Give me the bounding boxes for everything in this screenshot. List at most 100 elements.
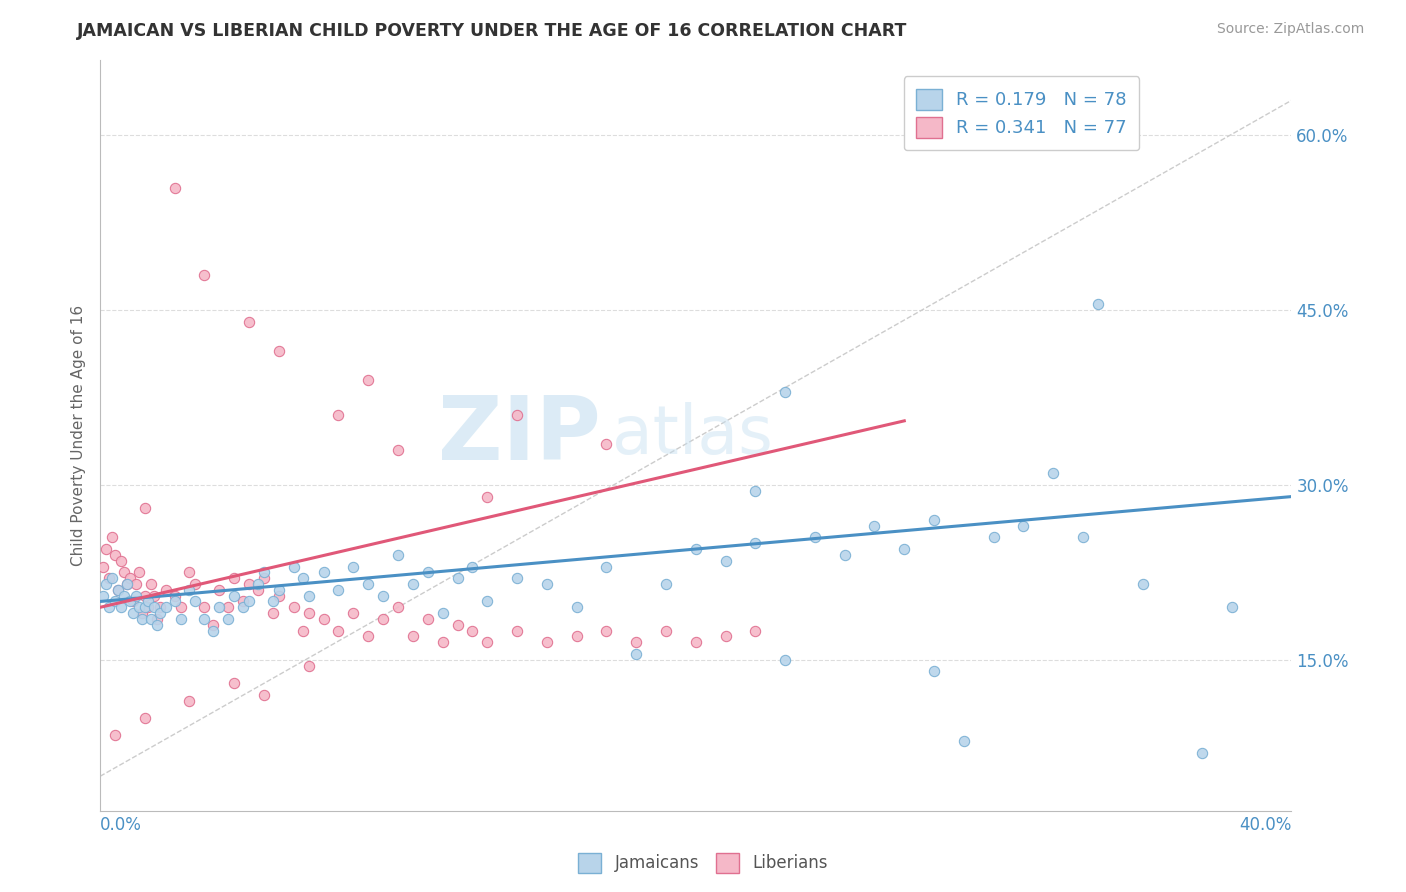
Point [626,635,648,649]
Point [595,437,617,451]
Point [224,589,246,603]
Point [163,594,186,608]
Point [122,606,145,620]
Point [145,612,167,626]
Text: JAMAICAN VS LIBERIAN CHILD POVERTY UNDER THE AGE OF 16 CORRELATION CHART: JAMAICAN VS LIBERIAN CHILD POVERTY UNDER… [77,22,908,40]
Point [193,600,215,615]
Legend: R = 0.179   N = 78, R = 0.341   N = 77: R = 0.179 N = 78, R = 0.341 N = 77 [904,76,1139,151]
Point [773,384,796,399]
Point [506,408,529,422]
Point [149,606,172,620]
Point [193,612,215,626]
Point [387,600,409,615]
Point [118,594,141,608]
Point [328,582,350,597]
Point [1220,600,1243,615]
Point [834,548,856,562]
Point [536,577,558,591]
Point [291,571,314,585]
Point [714,554,737,568]
Text: ZIP: ZIP [437,392,600,479]
Point [655,577,678,591]
Point [104,548,127,562]
Point [595,559,617,574]
Point [246,582,269,597]
Point [232,594,254,608]
Point [371,612,394,626]
Point [371,589,394,603]
Point [136,594,159,608]
Point [283,600,305,615]
Point [125,589,148,603]
Point [1071,530,1094,544]
Point [134,589,156,603]
Point [297,589,319,603]
Point [506,571,529,585]
Y-axis label: Child Poverty Under the Age of 16: Child Poverty Under the Age of 16 [72,305,86,566]
Point [169,612,191,626]
Text: atlas: atlas [613,402,773,468]
Point [714,629,737,643]
Point [128,566,150,580]
Point [163,181,186,195]
Point [477,490,499,504]
Point [744,483,766,498]
Text: 0.0%: 0.0% [100,816,142,834]
Point [115,577,138,591]
Point [565,600,588,615]
Point [169,600,191,615]
Point [131,606,153,620]
Point [291,624,314,638]
Point [104,729,127,743]
Point [104,594,127,608]
Point [432,635,454,649]
Point [98,600,121,615]
Point [461,559,484,574]
Point [744,536,766,550]
Point [253,688,276,702]
Point [804,530,827,544]
Point [136,600,159,615]
Point [142,589,165,603]
Point [112,589,135,603]
Point [238,315,260,329]
Point [91,589,114,603]
Point [131,612,153,626]
Point [893,542,915,557]
Point [101,530,124,544]
Point [773,653,796,667]
Point [238,577,260,591]
Point [134,600,156,615]
Point [94,542,117,557]
Point [118,571,141,585]
Point [112,566,135,580]
Point [208,582,231,597]
Point [983,530,1005,544]
Point [155,600,177,615]
Point [283,559,305,574]
Point [1042,467,1064,481]
Text: 40.0%: 40.0% [1239,816,1292,834]
Point [685,635,707,649]
Point [922,513,945,527]
Point [953,734,976,748]
Point [446,571,468,585]
Point [232,600,254,615]
Point [107,582,129,597]
Point [246,577,269,591]
Point [1132,577,1154,591]
Point [655,624,678,638]
Point [1087,297,1109,311]
Point [179,582,201,597]
Point [863,518,886,533]
Point [110,554,132,568]
Point [179,693,201,707]
Point [416,612,439,626]
Point [297,606,319,620]
Text: Source: ZipAtlas.com: Source: ZipAtlas.com [1216,22,1364,37]
Legend: Jamaicans, Liberians: Jamaicans, Liberians [571,847,835,880]
Point [461,624,484,638]
Point [297,658,319,673]
Point [387,442,409,457]
Point [402,577,425,591]
